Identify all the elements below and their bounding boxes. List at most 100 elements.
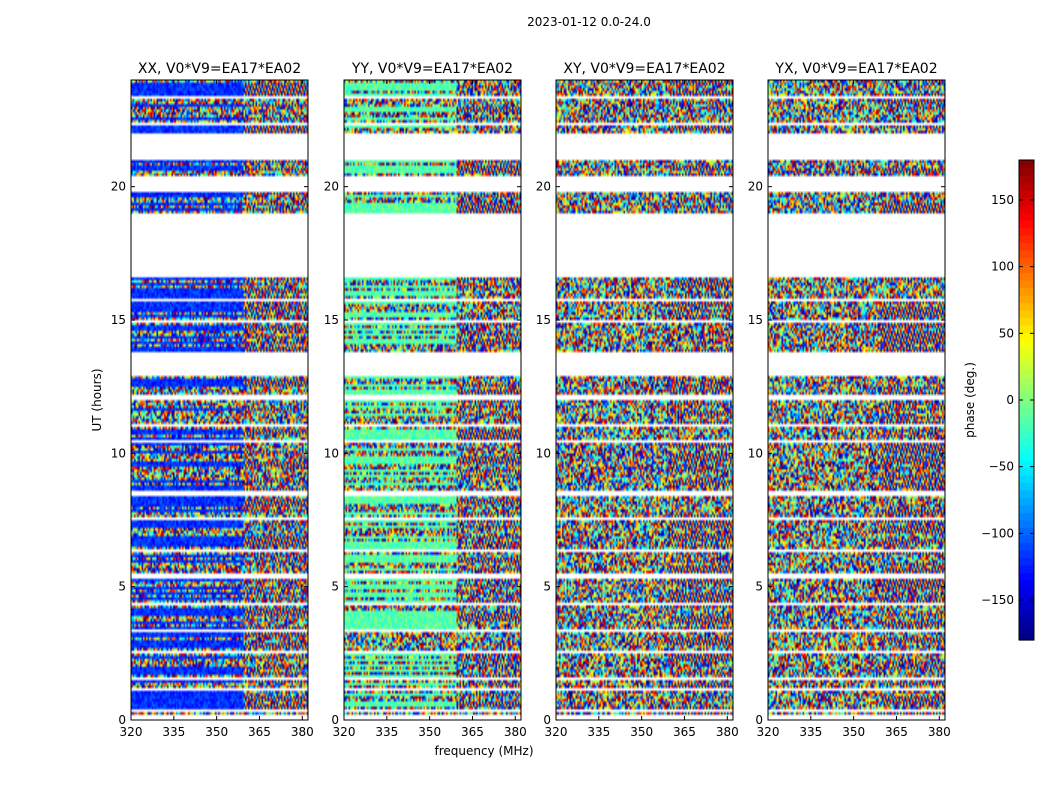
colorbar-segment	[1019, 272, 1034, 281]
panel-heatmap	[131, 80, 308, 720]
x-tick-label: 335	[799, 725, 822, 739]
x-tick-label: 380	[291, 725, 314, 739]
panel-heatmap	[344, 80, 521, 720]
colorbar-segment	[1019, 287, 1034, 296]
colorbar-segment	[1019, 430, 1034, 439]
y-tick-label: 10	[748, 446, 763, 460]
x-tick-label: 335	[162, 725, 185, 739]
x-tick-label: 350	[418, 725, 441, 739]
colorbar: −150 −100 −50 0 50 100 150	[981, 159, 1035, 641]
colorbar-segment	[1019, 235, 1034, 244]
x-tick-label: 365	[673, 725, 696, 739]
panel-heatmap	[768, 80, 945, 720]
colorbar-segment	[1019, 242, 1034, 251]
colorbar-segment	[1019, 422, 1034, 431]
colorbar-segment	[1019, 550, 1034, 559]
colorbar-segment	[1019, 250, 1034, 259]
colorbar-segment	[1019, 460, 1034, 469]
x-tick-label: 320	[545, 725, 568, 739]
panel-0: XX, V0*V9=EA17*EA02 320 335 350 365 380 0 5 10 15…	[111, 61, 314, 739]
panel-heatmap	[556, 80, 733, 720]
colorbar-segment	[1019, 542, 1034, 551]
y-tick-label: 20	[324, 180, 339, 194]
colorbar-segment	[1019, 490, 1034, 499]
panel-1: YY, V0*V9=EA17*EA02 320 335 350 365 380 0 5 10 15…	[324, 61, 527, 739]
colorbar-segment	[1019, 632, 1034, 641]
colorbar-segment	[1019, 340, 1034, 349]
colorbar-segment	[1019, 482, 1034, 491]
colorbar-segment	[1019, 362, 1034, 371]
colorbar-segment	[1019, 332, 1034, 341]
x-tick-label: 380	[504, 725, 527, 739]
y-axis-label: UT (hours)	[90, 368, 104, 431]
colorbar-segment	[1019, 175, 1034, 184]
x-tick-label: 320	[757, 725, 780, 739]
colorbar-segment	[1019, 347, 1034, 356]
colorbar-segment	[1019, 610, 1034, 619]
colorbar-segment	[1019, 617, 1034, 626]
y-tick-label: 15	[748, 313, 763, 327]
colorbar-segment	[1019, 535, 1034, 544]
x-tick-label: 320	[120, 725, 143, 739]
colorbar-segment	[1019, 227, 1034, 236]
colorbar-segment	[1019, 452, 1034, 461]
colorbar-segment	[1019, 572, 1034, 581]
panel-title: YY, V0*V9=EA17*EA02	[351, 61, 513, 77]
colorbar-segment	[1019, 625, 1034, 634]
y-tick-label: 0	[118, 713, 126, 727]
colorbar-segment	[1019, 407, 1034, 416]
colorbar-segment	[1019, 527, 1034, 536]
colorbar-segment	[1019, 497, 1034, 506]
colorbar-segment	[1019, 197, 1034, 206]
y-tick-label: 20	[536, 180, 551, 194]
panel-frame	[130, 79, 309, 721]
panel-3: YX, V0*V9=EA17*EA02 320 335 350 365 380 0 5 10 15…	[748, 61, 951, 739]
colorbar-segment	[1019, 370, 1034, 379]
colorbar-segment	[1019, 317, 1034, 326]
panel-frame	[555, 79, 734, 721]
colorbar-segment	[1019, 587, 1034, 596]
y-tick-label: 20	[748, 180, 763, 194]
figure-suptitle: 2023-01-12 0.0-24.0	[527, 15, 651, 29]
y-tick-label: 0	[543, 713, 551, 727]
panel-title: XX, V0*V9=EA17*EA02	[138, 61, 301, 77]
colorbar-segment	[1019, 265, 1034, 274]
colorbar-segment	[1019, 565, 1034, 574]
y-tick-label: 10	[111, 446, 126, 460]
colorbar-segment	[1019, 295, 1034, 304]
colorbar-label: phase (deg.)	[963, 362, 977, 438]
x-tick-label: 365	[461, 725, 484, 739]
x-tick-label: 350	[842, 725, 865, 739]
y-tick-label: 5	[755, 580, 763, 594]
colorbar-segment	[1019, 557, 1034, 566]
colorbar-segment	[1019, 400, 1034, 409]
colorbar-tick-label: 50	[999, 326, 1014, 340]
panel-frame	[767, 79, 946, 721]
y-tick-label: 5	[543, 580, 551, 594]
colorbar-segment	[1019, 385, 1034, 394]
colorbar-tick-label: −100	[981, 526, 1014, 540]
x-tick-label: 380	[928, 725, 951, 739]
colorbar-segment	[1019, 602, 1034, 611]
y-tick-label: 10	[324, 446, 339, 460]
y-tick-label: 15	[111, 313, 126, 327]
x-tick-label: 335	[375, 725, 398, 739]
x-tick-label: 320	[333, 725, 356, 739]
colorbar-segment	[1019, 257, 1034, 266]
colorbar-segment	[1019, 512, 1034, 521]
colorbar-segment	[1019, 310, 1034, 319]
panel-title: YX, V0*V9=EA17*EA02	[774, 61, 937, 77]
colorbar-segment	[1019, 467, 1034, 476]
x-tick-label: 350	[205, 725, 228, 739]
y-tick-label: 0	[331, 713, 339, 727]
colorbar-segment	[1019, 505, 1034, 514]
panel-2: XY, V0*V9=EA17*EA02 320 335 350 365 380 0 5 10 15…	[536, 61, 739, 739]
y-tick-label: 15	[324, 313, 339, 327]
panels: XX, V0*V9=EA17*EA02 320 335 350 365 380 0 5 10 15…	[111, 61, 951, 739]
x-tick-label: 350	[630, 725, 653, 739]
y-tick-label: 5	[118, 580, 126, 594]
colorbar-segment	[1019, 182, 1034, 191]
colorbar-segment	[1019, 520, 1034, 529]
colorbar-segment	[1019, 580, 1034, 589]
